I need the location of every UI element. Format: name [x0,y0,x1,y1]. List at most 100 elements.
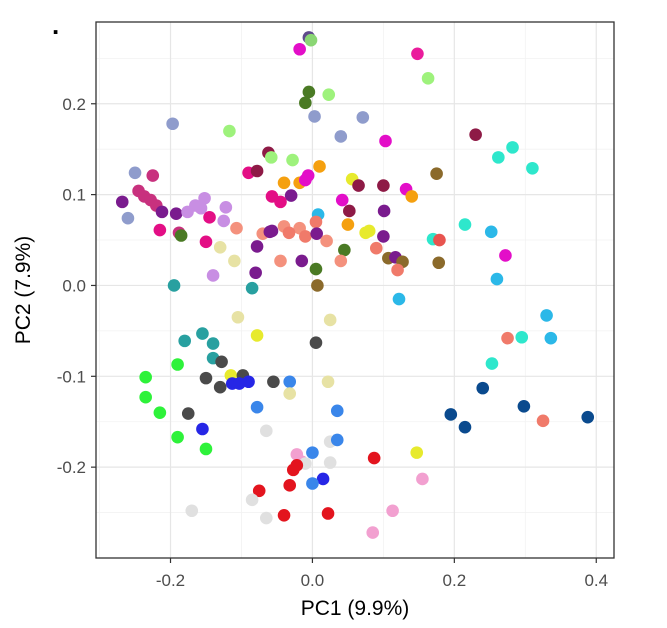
data-point [386,504,399,518]
data-point [249,266,262,280]
data-point [367,451,381,465]
data-point [277,509,291,522]
data-point [391,263,404,277]
data-point [343,204,356,218]
data-point [515,330,529,344]
x-axis-title: PC1 (9.9%) [301,597,410,620]
data-point [411,47,424,61]
data-point [217,214,231,228]
data-point [501,331,514,345]
data-point [283,479,297,492]
data-point [304,33,318,47]
data-point [540,309,553,322]
data-point [306,446,319,459]
data-point [171,358,184,371]
data-point [320,234,333,248]
data-point [321,375,335,389]
data-point [250,164,264,178]
data-point [581,410,595,424]
data-point [274,195,287,209]
data-point [309,336,323,349]
data-point [283,375,297,389]
data-point [277,176,291,190]
y-axis-title: PC2 (7.9%) [12,236,35,345]
data-point [252,484,266,498]
data-point [302,85,316,99]
data-point [321,507,335,520]
data-point [536,414,550,428]
y-axis: -0.2 -0.1 0.0 0.1 0.2 [57,95,96,477]
data-point [293,42,306,56]
data-point [492,151,505,164]
x-tick-label: -0.2 [156,571,185,590]
data-point [323,456,337,469]
data-point [213,380,227,394]
data-point [169,207,183,220]
data-point [213,241,227,254]
data-point [299,230,312,243]
data-point [242,375,255,389]
data-point [377,204,391,218]
data-point [264,151,278,164]
data-point [274,254,287,268]
data-point [416,472,429,486]
data-point [206,337,220,350]
y-tick-label: 0.1 [62,186,86,205]
data-point [334,130,348,143]
data-point [295,254,309,268]
data-point [219,201,233,214]
data-point [260,511,273,525]
data-point [230,221,243,235]
data-point [421,72,435,85]
data-point [139,390,152,404]
data-point [194,201,208,215]
data-point [185,504,199,518]
data-point [206,269,220,282]
data-point [379,134,392,148]
data-point [476,381,490,395]
data-point [356,111,370,124]
data-point [155,205,169,219]
data-point [196,327,209,340]
data-point [499,249,512,262]
data-point [308,110,321,123]
data-point [432,256,446,270]
data-point [286,153,299,167]
data-point [352,179,365,192]
data-point [341,218,355,231]
data-point [316,472,330,486]
data-point [223,124,236,138]
data-point [245,493,259,507]
data-point [250,240,264,253]
data-point [284,189,298,202]
data-point [283,387,297,400]
data-point [260,424,273,438]
data-point [359,226,372,240]
data-point [299,96,312,110]
x-axis: -0.2 0.0 0.2 0.4 [156,558,608,590]
data-point [171,430,184,444]
data-point [306,477,319,490]
data-point [433,233,446,247]
data-point [267,375,280,389]
data-point [181,205,194,219]
data-point [128,166,142,180]
x-tick-label: 0.0 [301,571,325,590]
data-point [410,446,424,459]
data-point [405,190,419,203]
data-point [167,279,181,292]
data-point [430,167,443,181]
plot-panel [96,22,614,558]
data-points [115,31,595,539]
data-point [469,128,482,141]
plot-border [95,21,615,559]
data-point [121,211,135,225]
data-point [377,230,390,243]
data-point [392,292,406,306]
panel-label: . [52,10,59,40]
data-point [139,370,152,384]
data-point [490,272,504,286]
data-point [203,211,216,224]
data-point [544,331,558,345]
data-point [458,420,472,434]
